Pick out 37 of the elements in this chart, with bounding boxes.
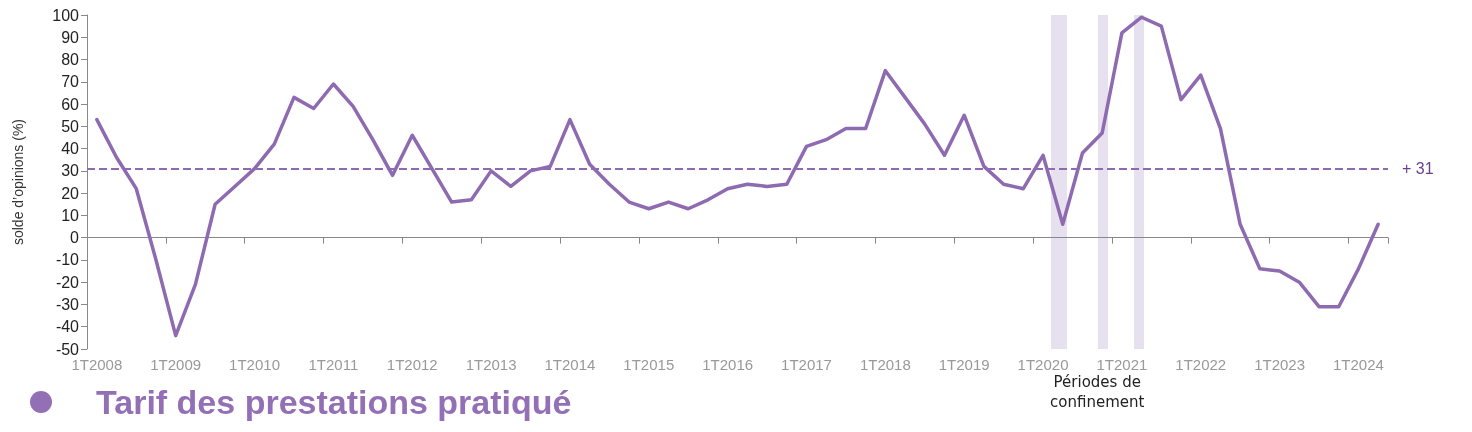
y-tick-label: 0 <box>70 229 80 247</box>
y-tick-label: 10 <box>61 206 80 224</box>
y-tick-label: -50 <box>55 340 80 358</box>
y-tick-label: 100 <box>52 6 80 24</box>
x-tick-label: 1T2013 <box>465 356 517 373</box>
ref-line-label: + 31 <box>1402 160 1434 178</box>
x-tick-label: 1T2008 <box>71 356 123 373</box>
y-tick-label: 70 <box>61 73 80 91</box>
y-tick-label: 90 <box>61 28 80 46</box>
x-tick-label: 1T2020 <box>1017 356 1069 373</box>
x-tick-label: 1T2022 <box>1175 356 1227 373</box>
x-tick-label: 1T2015 <box>623 356 675 373</box>
x-tick-label: 1T2018 <box>859 356 911 373</box>
y-tick-label: -30 <box>55 295 80 313</box>
y-tick-label: 30 <box>61 162 80 180</box>
x-tick-label: 1T2010 <box>229 356 280 373</box>
y-tick-label: -10 <box>55 251 80 269</box>
y-tick-label: -20 <box>55 273 80 291</box>
x-tick-label: 1T2014 <box>544 356 596 373</box>
x-tick-label: 1T2016 <box>702 356 754 373</box>
x-tick-label: 1T2023 <box>1254 356 1306 373</box>
text: Périodes de confinement <box>1049 372 1146 412</box>
y-tick-label: 40 <box>61 140 80 158</box>
x-tick-label: 1T2012 <box>386 356 438 373</box>
x-tick-label: 1T2011 <box>308 356 359 373</box>
x-tick-label: 1T2009 <box>150 356 202 373</box>
y-tick-label: -40 <box>55 318 80 336</box>
y-tick-label: 60 <box>61 95 80 113</box>
x-tick-label: 1T2024 <box>1332 356 1384 373</box>
y-tick-label: 20 <box>61 184 80 202</box>
x-tick-label: 1T2017 <box>781 356 832 373</box>
x-tick-label: 1T2019 <box>938 356 990 373</box>
text: Tarif des prestations pratiqué <box>96 382 572 422</box>
y-tick-label: 50 <box>61 117 80 135</box>
x-tick-label: 1T2021 <box>1096 356 1148 373</box>
y-tick-label: 80 <box>61 51 80 69</box>
y-axis-title: solde d’opinions (%) <box>10 118 26 246</box>
